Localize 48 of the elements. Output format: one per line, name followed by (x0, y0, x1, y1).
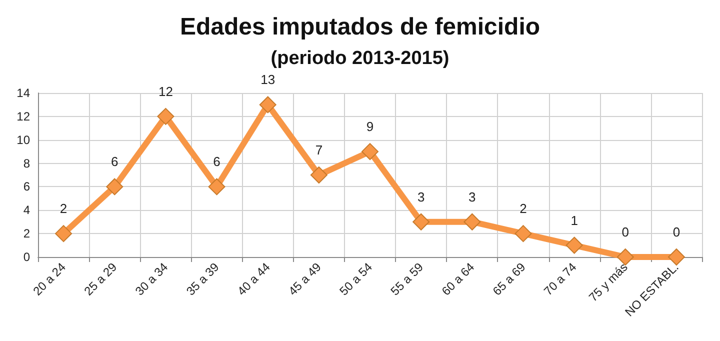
y-tick-label: 0 (23, 250, 30, 264)
y-tick-label: 14 (16, 86, 30, 100)
data-label: 0 (672, 224, 680, 240)
data-label: 7 (315, 142, 323, 158)
point (259, 96, 276, 114)
x-tick-label: 60 a 64 (438, 260, 478, 298)
data-label: 9 (366, 119, 374, 134)
point (106, 178, 124, 196)
point (464, 213, 481, 230)
point (55, 225, 72, 242)
chart-subtitle: (periodo 2013-2015) (270, 48, 450, 69)
point (362, 143, 378, 160)
y-tick-label: 10 (16, 132, 30, 147)
x-tick-label: 45 a 49 (286, 260, 324, 298)
y-tick-label: 4 (23, 203, 30, 218)
data-label: 6 (111, 154, 118, 170)
x-tick-label: 50 a 54 (336, 260, 376, 298)
x-tick-label: 65 a 69 (490, 260, 528, 298)
point (514, 225, 532, 242)
data-label: 3 (417, 189, 425, 204)
data-label: 12 (158, 84, 173, 99)
data-label: 2 (520, 201, 527, 216)
data-label: 3 (468, 189, 476, 204)
point (208, 178, 226, 196)
data-label: 0 (622, 224, 629, 240)
point (616, 248, 634, 266)
point (310, 166, 328, 184)
point (668, 248, 685, 266)
y-tick-label: 2 (23, 226, 30, 241)
x-tick-label: 35 a 39 (184, 260, 222, 298)
x-tick-label: 25 a 29 (81, 260, 120, 298)
point (157, 108, 174, 125)
data-label: 1 (570, 212, 578, 228)
data-label: 13 (260, 72, 276, 88)
y-tick-label: 6 (23, 180, 30, 194)
x-tick-label: 55 a 59 (388, 260, 426, 298)
chart-title: Edades imputados de femicidio (180, 14, 540, 40)
point (412, 213, 430, 230)
data-label: 6 (213, 154, 220, 170)
data-label: 2 (60, 201, 68, 216)
x-tick-label: 30 a 34 (132, 260, 171, 298)
x-tick-label: 20 a 24 (30, 260, 69, 298)
y-tick-label: 8 (23, 156, 30, 170)
x-tick-label: 70 a 74 (541, 260, 580, 298)
x-tick-label: 40 a 44 (234, 260, 274, 298)
y-tick-label: 12 (16, 109, 30, 124)
x-tick-label: 75 y más (586, 260, 630, 304)
point (566, 236, 583, 254)
